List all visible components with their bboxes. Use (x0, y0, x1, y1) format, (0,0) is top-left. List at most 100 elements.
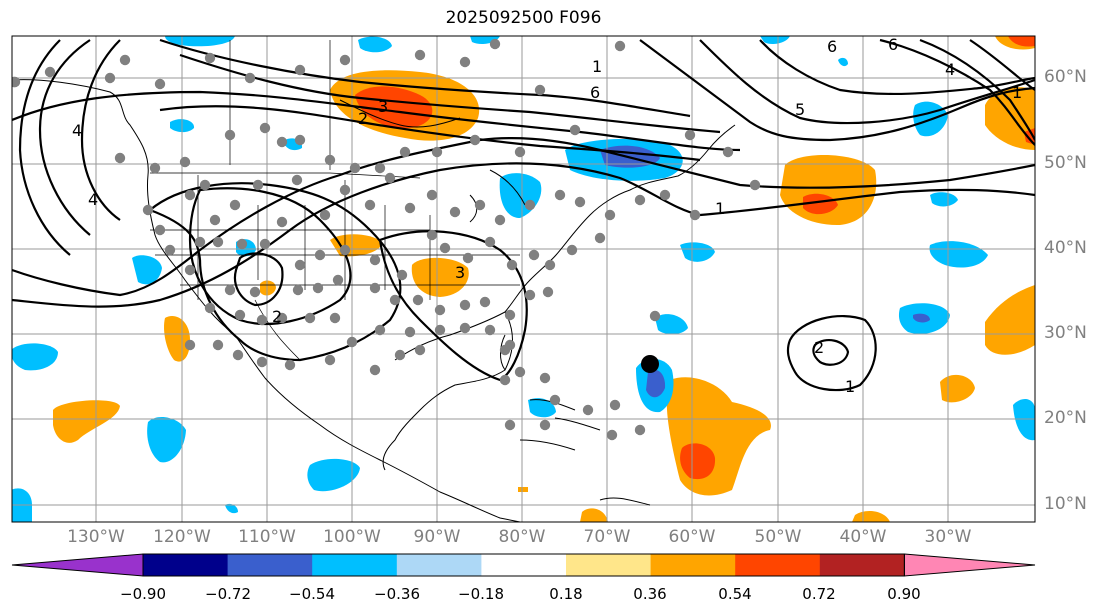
lat-label-60n: 60°N (1044, 67, 1087, 87)
station-dot (319, 209, 331, 221)
colorbar-extend-low (11, 553, 144, 577)
station-dot (292, 284, 304, 296)
station-dot (44, 66, 56, 78)
station-dot (332, 274, 344, 286)
station-dot (594, 232, 606, 244)
station-dot (256, 314, 268, 326)
station-dot (154, 224, 166, 236)
station-dot (489, 38, 501, 50)
colorbar-segment (819, 554, 905, 576)
station-dot (484, 324, 496, 336)
lon-label-100w: 100°W (323, 527, 381, 547)
lat-label-30n: 30°N (1044, 323, 1087, 343)
lon-label-30w: 30°W (924, 527, 972, 547)
station-dot (459, 322, 471, 334)
station-dot (229, 199, 241, 211)
contour-label: 1 (845, 377, 855, 396)
contour-label: 2 (272, 307, 282, 326)
station-dot (499, 374, 511, 386)
station-dot (399, 146, 411, 158)
station-dot (194, 236, 206, 248)
station-dot (339, 54, 351, 66)
station-dot (294, 134, 306, 146)
station-dot (449, 206, 461, 218)
station-dot (549, 394, 561, 406)
station-dot (212, 236, 224, 248)
station-dot (204, 52, 216, 64)
lon-label-40w: 40°W (839, 527, 887, 547)
station-dot (479, 296, 491, 308)
station-dot (614, 40, 626, 52)
colorbar-tick-label: −0.90 (120, 585, 166, 603)
contour-label: 2 (358, 109, 368, 128)
station-dot (119, 54, 131, 66)
station-dot (384, 172, 396, 184)
station-dot (582, 404, 594, 416)
station-dot (209, 214, 221, 226)
station-dot (294, 64, 306, 76)
station-dot (339, 184, 351, 196)
station-dot (539, 372, 551, 384)
contour-label: 6 (888, 35, 898, 54)
station-dot (524, 199, 536, 211)
lon-label-90w: 90°W (413, 527, 461, 547)
station-dot (291, 174, 303, 186)
station-dot (684, 129, 696, 141)
colorbar-tick-label: 0.90 (887, 585, 921, 603)
station-dot (234, 309, 246, 321)
station-dot (149, 162, 161, 174)
contour-label: 3 (378, 97, 388, 116)
station-dot (494, 214, 506, 226)
station-dot (284, 359, 296, 371)
station-dot (256, 356, 268, 368)
colorbar-tick-label: 0.72 (802, 585, 836, 603)
lon-label-110w: 110°W (238, 527, 296, 547)
contour-label: 1 (715, 199, 725, 218)
station-dot (212, 339, 224, 351)
coastlines (12, 79, 736, 522)
station-dot (244, 72, 256, 84)
station-dot (634, 424, 646, 436)
station-dot (346, 336, 358, 348)
station-dot (164, 244, 176, 256)
station-dot (634, 194, 646, 206)
station-dot (434, 304, 446, 316)
station-dot (749, 179, 761, 191)
station-dot (504, 309, 516, 321)
station-dot (404, 202, 416, 214)
lon-label-80w: 80°W (498, 527, 546, 547)
station-dot (324, 354, 336, 366)
contour-label: 1 (592, 57, 602, 76)
station-dot (569, 124, 581, 136)
lon-label-70w: 70°W (583, 527, 631, 547)
station-dot (414, 49, 426, 61)
station-dot (434, 324, 446, 336)
contour-label: 3 (455, 263, 465, 282)
station-dot (259, 122, 271, 134)
station-dot (142, 204, 154, 216)
colorbar-segment (227, 554, 313, 576)
colorbar-tick-label: −0.72 (205, 585, 251, 603)
station-dot (179, 156, 191, 168)
contour-label: 6 (827, 37, 837, 56)
lon-label-60w: 60°W (668, 527, 716, 547)
station-dot (542, 286, 554, 298)
colorbar-tick-label: −0.18 (458, 585, 504, 603)
station-dot (534, 84, 546, 96)
station-dot (339, 244, 351, 256)
colorbar-segment (143, 554, 229, 576)
station-dot (528, 249, 540, 261)
station-dot (294, 259, 306, 271)
station-dot (474, 199, 486, 211)
station-dot (514, 146, 526, 158)
contour-label: 4 (88, 190, 98, 209)
station-dot (329, 312, 341, 324)
station-dot (184, 189, 196, 201)
lon-label-50w: 50°W (754, 527, 802, 547)
lon-label-130w: 130°W (67, 527, 125, 547)
station-dot (459, 56, 471, 68)
station-dot (314, 249, 326, 261)
lat-label-50n: 50°N (1044, 153, 1087, 173)
